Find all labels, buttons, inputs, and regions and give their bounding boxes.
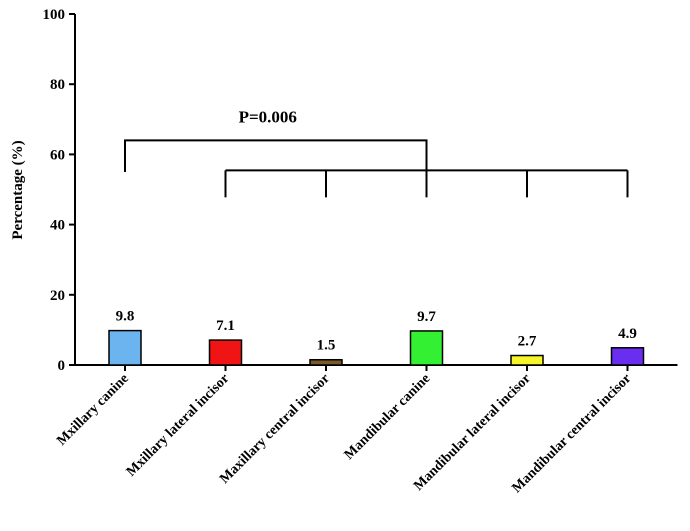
bars: 9.8 7.1 1.5 9.7 2.7 4.9 bbox=[108, 309, 645, 366]
bar-value-label: 9.7 bbox=[417, 309, 436, 325]
bar bbox=[309, 358, 343, 366]
bracket-upper bbox=[124, 139, 428, 172]
bar-value-label: 2.7 bbox=[518, 334, 537, 350]
y-tick-label: 60 bbox=[50, 147, 65, 163]
bar-value-label: 1.5 bbox=[317, 338, 336, 354]
y-tick-label: 40 bbox=[50, 218, 65, 234]
p-value-label: P=0.006 bbox=[239, 107, 297, 126]
x-tick-label: Mandibular lateral incisor bbox=[411, 371, 534, 494]
y-axis-label: Percentage (%) bbox=[10, 140, 26, 239]
x-tick-label: Maxillary central incisor bbox=[217, 371, 333, 487]
bar-value-label: 9.8 bbox=[116, 309, 135, 325]
y-tick-label: 80 bbox=[50, 77, 65, 93]
y-tick-label: 0 bbox=[58, 358, 66, 374]
bar bbox=[108, 329, 142, 366]
bar-value-label: 4.9 bbox=[618, 326, 637, 342]
x-tick-label: Mandibular canine bbox=[342, 371, 434, 463]
significance-bracket: P=0.006 bbox=[124, 107, 629, 198]
x-tick-label: Mxillary lateral incisor bbox=[124, 371, 232, 479]
x-tick-label: Mandibular central incisor bbox=[510, 371, 635, 496]
bar bbox=[510, 354, 544, 366]
x-tick-label: Mxillary canine bbox=[54, 371, 131, 448]
bar bbox=[208, 339, 243, 366]
y-axis: 0 20 40 60 80 100 bbox=[43, 7, 76, 374]
bar bbox=[610, 347, 645, 366]
bar bbox=[409, 330, 444, 366]
bar-value-label: 7.1 bbox=[216, 318, 235, 334]
y-tick-label: 20 bbox=[50, 288, 65, 304]
y-tick-label: 100 bbox=[43, 7, 66, 23]
